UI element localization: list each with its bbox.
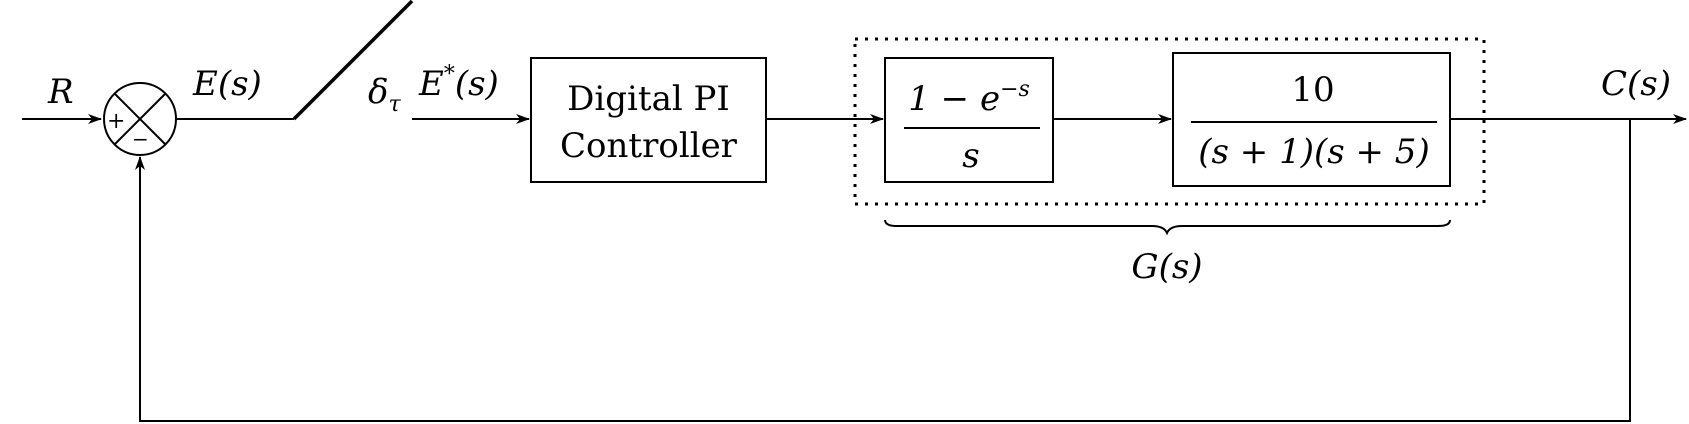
- group-brace: [885, 220, 1450, 233]
- summing-junction: + −: [104, 83, 176, 155]
- error-label: E(s): [192, 64, 262, 104]
- output-label: C(s): [1601, 64, 1671, 104]
- sampled-error-label: E*(s): [418, 62, 499, 104]
- group-label: G(s): [1131, 247, 1202, 287]
- controller-label-line2: Controller: [560, 126, 738, 166]
- sum-minus-sign: −: [132, 127, 149, 151]
- plant-numerator: 10: [1291, 70, 1334, 110]
- zoh-denominator: s: [962, 136, 979, 176]
- controller-label-line1: Digital PI: [567, 79, 730, 119]
- sum-plus-sign: +: [107, 109, 125, 134]
- plant-block: 10 (s + 1)(s + 5): [1173, 53, 1450, 186]
- sampler-label: δτ: [368, 72, 401, 117]
- plant-denominator: (s + 1)(s + 5): [1198, 132, 1429, 172]
- input-label: R: [47, 72, 74, 112]
- controller-block: Digital PI Controller: [531, 58, 766, 182]
- output-branch-point: [1630, 119, 1631, 120]
- zoh-block: 1 − e−s s: [885, 58, 1053, 182]
